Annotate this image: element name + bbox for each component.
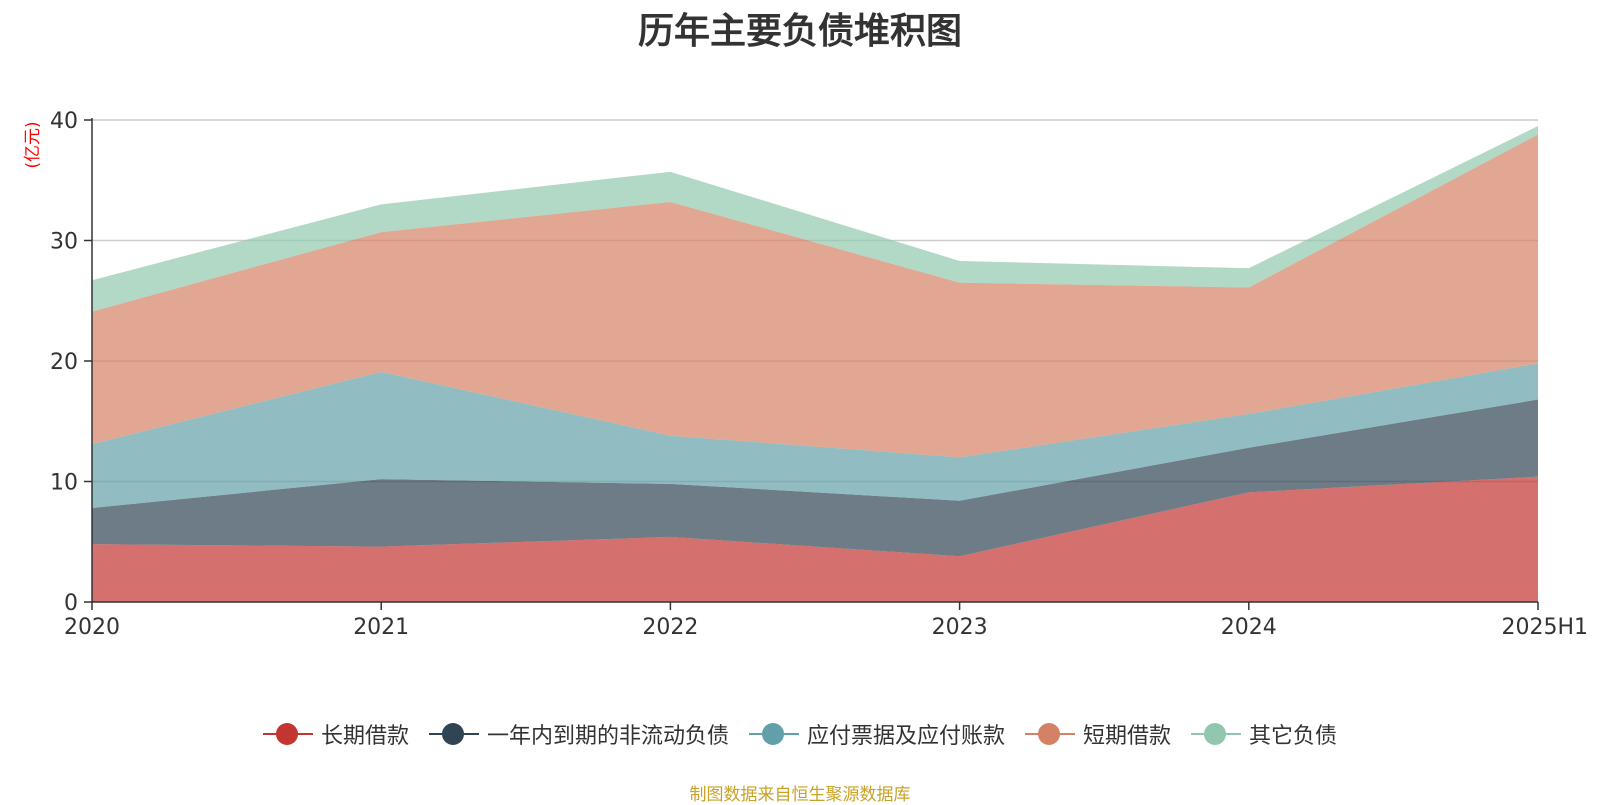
y-axis-ticks: 0 10 20 30 40	[50, 109, 92, 616]
x-tick-label-2022: 2022	[642, 615, 698, 640]
area-series-2	[92, 399, 1538, 557]
y-tick-label-40: 40	[50, 109, 78, 134]
x-tick-label-2020: 2020	[64, 615, 120, 640]
legend-marker-icon	[748, 723, 799, 745]
chart-title: 历年主要负债堆积图	[637, 11, 962, 52]
x-axis-ticks: 2020 2021 2022 2023 2024 2025H1	[64, 602, 1588, 640]
legend-item-1[interactable]: 长期借款	[262, 718, 409, 750]
legend-label: 应付票据及应付账款	[806, 724, 1005, 749]
y-tick-label-20: 20	[50, 350, 78, 375]
legend-marker-icon	[428, 723, 479, 745]
y-tick-label-0: 0	[64, 591, 78, 616]
area-series-3	[92, 363, 1538, 509]
legend-label: 一年内到期的非流动负债	[486, 724, 729, 749]
y-tick-label-30: 30	[50, 230, 78, 255]
legend-label: 短期借款	[1083, 724, 1172, 749]
data-source-note: 制图数据来自恒生聚源数据库	[689, 785, 911, 805]
legend-item-4[interactable]: 短期借款	[1025, 718, 1171, 750]
axes	[91, 118, 1538, 603]
legend-item-5[interactable]: 其它负债	[1191, 718, 1337, 750]
x-tick-label-2023: 2023	[932, 615, 988, 640]
x-tick-label-2021: 2021	[353, 615, 409, 640]
area-series-4	[92, 134, 1538, 458]
x-tick-label-2024: 2024	[1221, 615, 1277, 640]
legend-label: 长期借款	[320, 724, 409, 749]
legend-marker-icon	[1191, 723, 1242, 745]
area-series-1	[92, 476, 1538, 602]
x-tick-label-2025H1: 2025H1	[1501, 615, 1588, 640]
y-tick-label-10: 10	[50, 471, 78, 496]
area-series-5	[92, 126, 1538, 312]
y-axis-unit-label: (亿元)	[23, 121, 43, 168]
legend-item-2[interactable]: 一年内到期的非流动负债	[428, 718, 729, 750]
legend-label: 其它负债	[1249, 724, 1338, 749]
legend-marker-icon	[1025, 723, 1075, 745]
legend-item-3[interactable]: 应付票据及应付账款	[748, 718, 1005, 750]
area-series-group	[92, 126, 1538, 602]
legend: 长期借款 一年内到期的非流动负债 应付票据及应付账款 短期借款 其它负债	[0, 718, 1600, 750]
legend-marker-icon	[262, 723, 313, 745]
